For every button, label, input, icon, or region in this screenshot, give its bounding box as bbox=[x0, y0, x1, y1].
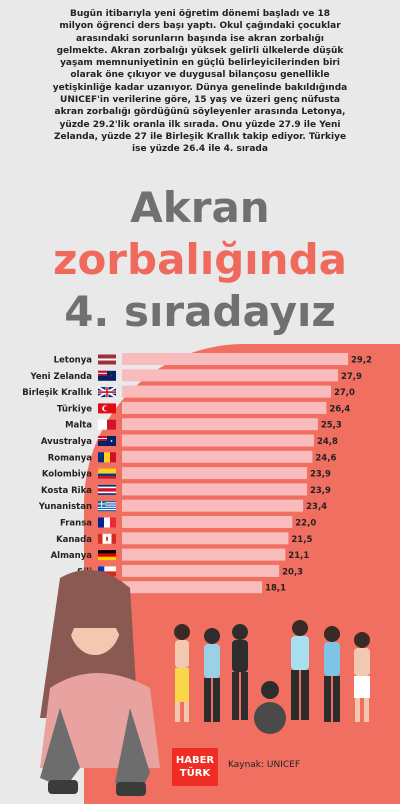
malta-flag-icon bbox=[98, 419, 116, 430]
turkey-flag-icon bbox=[98, 403, 116, 414]
category-label: Romanya bbox=[48, 453, 93, 463]
greece-flag-icon bbox=[98, 501, 116, 512]
bar bbox=[122, 353, 348, 365]
headline-line-2: zorbalığında bbox=[53, 235, 347, 284]
bar bbox=[122, 418, 318, 431]
germany-flag-icon bbox=[98, 550, 116, 561]
bar bbox=[122, 401, 327, 414]
latvia-flag-icon bbox=[98, 354, 116, 365]
bar bbox=[122, 499, 304, 512]
value-label: 26,4 bbox=[329, 404, 350, 414]
value-label: 21,5 bbox=[291, 535, 312, 545]
value-label: 27,9 bbox=[341, 372, 362, 382]
bar bbox=[122, 467, 307, 480]
value-label: 24,8 bbox=[317, 437, 338, 447]
australia-flag-icon bbox=[98, 436, 116, 446]
logo-line-1: HABER bbox=[175, 755, 215, 766]
category-label: Kolombiya bbox=[42, 470, 92, 480]
value-label: 25,3 bbox=[321, 421, 342, 431]
new-zealand-flag-icon bbox=[98, 370, 116, 381]
canada-flag-icon bbox=[98, 533, 116, 544]
intro-paragraph: Bugün itibarıyla yeni öğretim dönemi baş… bbox=[52, 9, 348, 155]
category-label: Kanada bbox=[56, 535, 92, 545]
value-label: 23,9 bbox=[310, 486, 331, 496]
bar bbox=[122, 450, 313, 463]
bar bbox=[122, 581, 263, 594]
value-label: 20,3 bbox=[282, 567, 303, 577]
category-label: Avustralya bbox=[41, 437, 92, 447]
value-label: 22,0 bbox=[295, 519, 316, 529]
bar-chart: Letonya 29,2 Yeni Zelanda 27,9 Birleşik Kral… bbox=[22, 353, 372, 594]
value-label: 29,2 bbox=[351, 356, 372, 366]
category-label: Malta bbox=[65, 421, 92, 431]
bar bbox=[122, 483, 307, 496]
category-label: Yeni Zelanda bbox=[29, 372, 92, 382]
romania-flag-icon bbox=[98, 452, 116, 463]
category-label: Yunanistan bbox=[38, 502, 92, 512]
united-kingdom-flag-icon bbox=[97, 386, 117, 398]
students-group-illustration bbox=[174, 620, 370, 734]
bar bbox=[122, 532, 289, 545]
category-label: Almanya bbox=[51, 551, 93, 561]
bar bbox=[122, 548, 286, 561]
colombia-flag-icon bbox=[98, 468, 116, 479]
logo-line-2: TÜRK bbox=[179, 768, 211, 779]
bar bbox=[122, 385, 331, 398]
category-label: Kosta Rika bbox=[41, 486, 92, 496]
sitting-girl-illustration bbox=[40, 570, 160, 796]
value-label: 23,9 bbox=[310, 470, 331, 480]
value-label: 24,6 bbox=[315, 453, 336, 463]
category-label: Türkiye bbox=[57, 404, 92, 414]
bar bbox=[122, 516, 293, 528]
bar bbox=[122, 369, 338, 382]
bar bbox=[122, 434, 314, 447]
value-label: 23,4 bbox=[306, 502, 327, 512]
category-label: Fransa bbox=[60, 519, 92, 529]
category-label: Letonya bbox=[54, 356, 93, 366]
headline-line-3: 4. sıradayız bbox=[64, 287, 336, 336]
source-note: Kaynak: UNICEF bbox=[228, 760, 301, 770]
headline-line-1: Akran bbox=[130, 183, 270, 232]
value-label: 21,1 bbox=[288, 551, 309, 561]
category-label: Birleşik Krallık bbox=[22, 388, 92, 398]
bar bbox=[122, 564, 280, 577]
france-flag-icon bbox=[98, 517, 116, 528]
costa-rica-flag-icon bbox=[98, 484, 116, 495]
haberturk-logo: HABER TÜRK bbox=[172, 748, 218, 786]
value-label: 27,0 bbox=[334, 388, 355, 398]
value-label: 18,1 bbox=[265, 584, 286, 594]
